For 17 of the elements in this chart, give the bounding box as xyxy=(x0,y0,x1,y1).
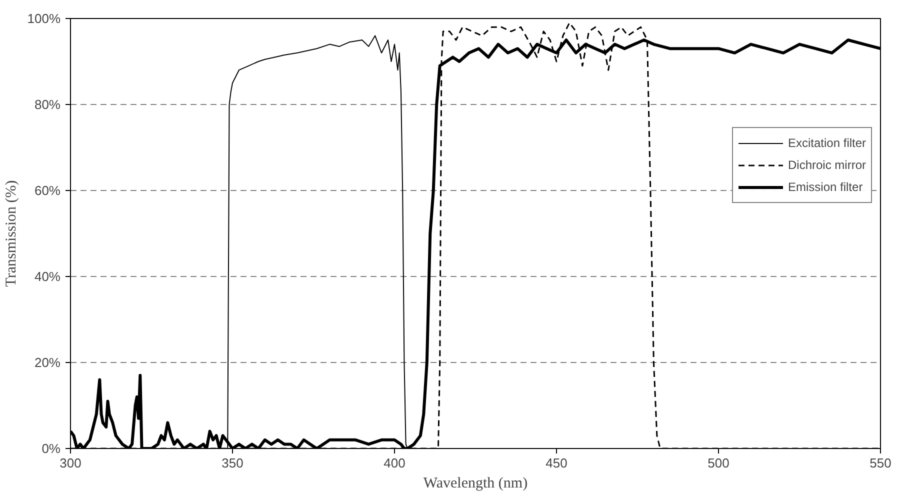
legend-label: Excitation filter xyxy=(788,136,866,150)
y-axis-title: Transmission (%) xyxy=(3,180,20,287)
y-tick-label: 60% xyxy=(34,183,61,198)
x-tick-label: 400 xyxy=(384,456,406,470)
x-tick-label: 450 xyxy=(546,456,568,470)
legend-label: Dichroic mirror xyxy=(788,158,866,172)
y-tick-label: 80% xyxy=(34,97,61,112)
y-tick-label: 40% xyxy=(34,269,61,284)
y-tick-label: 20% xyxy=(34,355,61,370)
legend-label: Emission filter xyxy=(788,180,863,194)
x-tick-label: 350 xyxy=(222,456,244,470)
y-tick-label: 0% xyxy=(42,441,61,456)
x-tick-label: 500 xyxy=(708,456,730,470)
y-tick-label: 100% xyxy=(27,11,61,26)
x-axis-title: Wavelength (nm) xyxy=(423,476,528,492)
x-tick-label: 550 xyxy=(870,456,892,470)
x-tick-label: 300 xyxy=(60,456,82,470)
